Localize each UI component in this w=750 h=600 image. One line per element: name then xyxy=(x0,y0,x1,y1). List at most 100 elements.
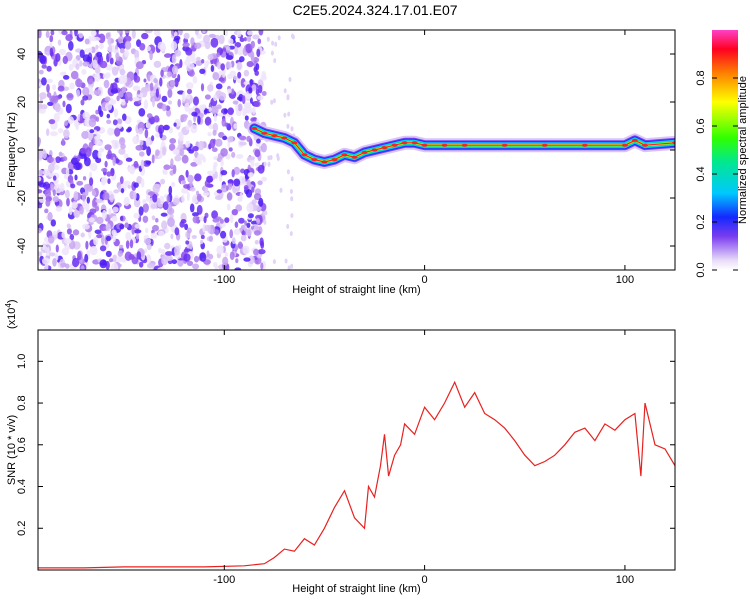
noise-blob xyxy=(71,201,78,209)
noise-blob xyxy=(225,61,233,69)
noise-blob xyxy=(105,235,112,242)
noise-blob xyxy=(163,169,168,175)
noise-blob xyxy=(117,118,123,125)
x-tick-label: -100 xyxy=(213,274,235,286)
noise-blob xyxy=(211,147,218,152)
y-tick-label: 1.0 xyxy=(16,354,28,369)
noise-blob xyxy=(104,160,108,168)
noise-blob xyxy=(259,237,264,247)
noise-blob xyxy=(66,92,74,101)
noise-blob xyxy=(110,262,119,270)
noise-blob xyxy=(252,34,260,40)
noise-blob xyxy=(192,215,199,224)
noise-blob xyxy=(101,234,105,245)
noise-blob xyxy=(227,88,232,94)
ridge-point xyxy=(291,141,298,145)
noise-blob xyxy=(178,30,183,36)
noise-blob xyxy=(67,116,74,125)
noise-blob xyxy=(95,198,103,204)
ridge-point xyxy=(391,143,398,147)
noise-blob xyxy=(81,192,86,202)
noise-blob xyxy=(200,239,204,245)
noise-blob xyxy=(52,258,57,267)
noise-blob xyxy=(88,118,97,128)
noise-blob xyxy=(172,148,180,155)
noise-blob xyxy=(52,175,57,181)
noise-blob xyxy=(283,88,287,94)
noise-blob xyxy=(222,135,228,141)
noise-blob xyxy=(222,47,227,52)
noise-blob xyxy=(233,76,238,81)
noise-blob xyxy=(289,189,293,194)
noise-blob xyxy=(248,87,253,94)
noise-blob xyxy=(206,175,213,183)
noise-blob xyxy=(240,234,247,242)
noise-blob xyxy=(217,61,222,70)
noise-blob xyxy=(270,50,274,56)
noise-blob xyxy=(168,185,173,195)
noise-blob xyxy=(170,233,174,240)
noise-blob xyxy=(55,206,63,212)
noise-blob xyxy=(120,143,126,150)
noise-blob xyxy=(192,212,199,217)
y-tick-label: 20 xyxy=(16,96,28,108)
noise-blob xyxy=(187,174,194,183)
noise-blob xyxy=(207,224,211,234)
noise-blob xyxy=(120,188,125,194)
noise-blob xyxy=(102,73,107,79)
ridge-point xyxy=(381,146,388,150)
noise-blob xyxy=(197,115,201,125)
noise-blob xyxy=(150,232,158,239)
noise-blob xyxy=(157,267,166,270)
colorbar xyxy=(712,30,738,270)
noise-blob xyxy=(227,38,234,45)
noise-blob xyxy=(38,151,44,160)
noise-blob xyxy=(279,187,283,193)
noise-blob xyxy=(139,139,144,146)
spectrogram-x-axis-label: Height of straight line (km) xyxy=(292,284,421,296)
noise-blob xyxy=(213,114,217,122)
noise-blob xyxy=(82,176,87,181)
noise-blob xyxy=(74,174,78,181)
noise-blob xyxy=(135,144,144,151)
noise-blob xyxy=(242,245,250,255)
colorbar-tick-label: 0.0 xyxy=(695,262,707,277)
noise-blob xyxy=(125,157,133,162)
noise-blob xyxy=(237,241,243,250)
noise-blob xyxy=(273,58,277,64)
noise-blob xyxy=(151,215,156,221)
noise-blob xyxy=(106,113,111,119)
noise-blob xyxy=(231,209,238,216)
ridge-point xyxy=(441,143,448,147)
noise-blob xyxy=(271,40,275,46)
noise-blob xyxy=(50,30,55,36)
noise-blob xyxy=(66,228,72,235)
noise-blob xyxy=(204,116,212,126)
noise-blob xyxy=(41,77,47,86)
noise-blob xyxy=(118,148,126,155)
noise-blob xyxy=(146,193,150,202)
noise-blob xyxy=(98,33,106,44)
noise-blob xyxy=(243,257,251,262)
noise-blob xyxy=(290,213,294,219)
noise-blob xyxy=(44,208,49,214)
noise-blob xyxy=(216,189,223,194)
noise-blob xyxy=(151,135,155,142)
noise-blob xyxy=(238,90,244,96)
noise-blob xyxy=(75,122,79,131)
noise-blob xyxy=(146,113,153,119)
noise-blob xyxy=(233,178,241,187)
noise-blob xyxy=(181,154,189,164)
noise-blob xyxy=(220,63,225,71)
noise-blob xyxy=(41,257,50,265)
noise-blob xyxy=(38,189,43,194)
noise-blob xyxy=(247,213,254,219)
noise-blob xyxy=(123,180,131,186)
y-tick-label: -40 xyxy=(16,238,28,254)
noise-blob xyxy=(152,97,155,108)
y-tick-label: 0 xyxy=(16,147,28,153)
noise-blob xyxy=(197,153,205,161)
noise-blob xyxy=(50,219,56,227)
noise-blob xyxy=(89,177,94,186)
noise-blob xyxy=(224,217,230,224)
